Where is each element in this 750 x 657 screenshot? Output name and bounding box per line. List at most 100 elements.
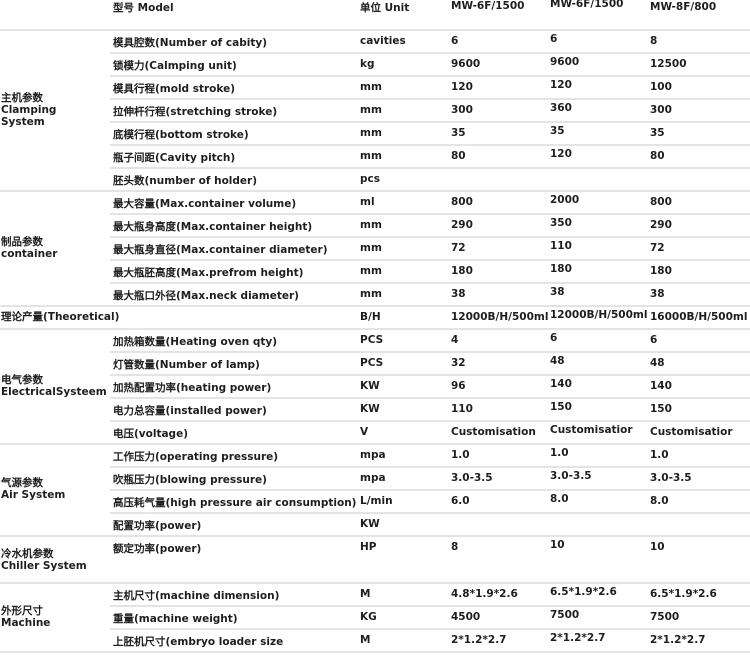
divider — [110, 397, 750, 399]
param-label: 额定功率(power) — [113, 543, 202, 555]
param-label: 上胚机尺寸(embryo loader size — [113, 636, 284, 648]
model-1-value: 2*1.2*2.7 — [451, 634, 507, 646]
header-model-1: MW-6F/1500 — [451, 0, 525, 12]
param-label: 模具行程(mold stroke) — [113, 83, 236, 95]
divider — [110, 75, 750, 77]
unit-value: B/H — [360, 311, 381, 323]
model-1-value: Customisation — [451, 426, 536, 438]
model-2-value: 8.0 — [550, 493, 569, 505]
unit-value: M — [360, 588, 371, 600]
divider — [110, 282, 750, 284]
unit-value: M — [360, 634, 371, 646]
param-label: 拉伸杆行程(stretching stroke) — [113, 106, 278, 118]
divider — [110, 144, 750, 146]
model-3-value: 1.0 — [650, 449, 669, 461]
header-model: 型号 Model — [113, 2, 174, 14]
unit-value: L/min — [360, 495, 393, 507]
model-1-value: 4 — [451, 334, 459, 346]
table-row: 最大瓶胚高度(Max.prefrom height) mm 180 180 180 — [0, 259, 750, 282]
divider — [0, 443, 750, 445]
model-3-value: 2*1.2*2.7 — [650, 634, 706, 646]
unit-value: PCS — [360, 357, 384, 369]
unit-value: mpa — [360, 472, 386, 484]
param-label: 工作压力(operating pressure) — [113, 451, 279, 463]
table-row: 模具腔数(Number of cabity) cavities 6 6 8 — [0, 29, 750, 52]
param-label: 加热箱数量(Heating oven qty) — [113, 336, 278, 348]
model-3-value: 12500 — [650, 58, 687, 70]
unit-value: KW — [360, 403, 380, 415]
unit-value: V — [360, 426, 369, 438]
divider — [110, 98, 750, 100]
header-model-3: MW-8F/800 — [650, 1, 717, 13]
divider — [110, 489, 750, 491]
param-label: 灯管数量(Number of lamp) — [113, 359, 260, 371]
model-3-value: 6.5*1.9*2.6 — [650, 588, 717, 600]
divider — [110, 52, 750, 54]
table-row: 加热箱数量(Heating oven qty) PCS 4 6 6 — [0, 328, 750, 351]
divider — [110, 213, 750, 215]
param-label: 胚头数(number of holder) — [113, 175, 258, 187]
unit-value: kg — [360, 58, 375, 70]
table-row: 最大瓶口外径(Max.neck diameter) mm 38 38 38 — [0, 282, 750, 305]
table-row: 高压耗气量(high pressure air consumption) L/mi… — [0, 489, 750, 512]
divider — [0, 305, 750, 307]
model-3-value: 10 — [650, 541, 665, 553]
table-row: 胚头数(number of holder) pcs — [0, 167, 750, 190]
model-3-value: 7500 — [650, 611, 680, 623]
param-label: 最大瓶口外径(Max.neck diameter) — [113, 290, 299, 302]
table-row: 电力总容量(installed power) KW 110 150 150 — [0, 397, 750, 420]
model-2-value: 35 — [550, 125, 565, 137]
unit-value: KW — [360, 380, 380, 392]
param-label: 主机尺寸(machine dimension) — [113, 590, 280, 602]
model-3-value: 6 — [650, 334, 658, 346]
table-row: 吹瓶压力(blowing pressure) mpa 3.0-3.5 3.0-3.5 3… — [0, 466, 750, 489]
table-row: 重量(machine weight) KG 4500 7500 7500 — [0, 605, 750, 628]
model-1-value: 120 — [451, 81, 473, 93]
unit-value: ml — [360, 196, 375, 208]
model-1-value: 3.0-3.5 — [451, 472, 493, 484]
model-3-value: 140 — [650, 380, 672, 392]
model-1-value: 300 — [451, 104, 473, 116]
model-3-value: 800 — [650, 196, 672, 208]
unit-value: mpa — [360, 449, 386, 461]
group-label: 电气参数 ElectricalSysteem — [1, 373, 107, 398]
unit-value: pcs — [360, 173, 380, 185]
model-3-value: 80 — [650, 150, 665, 162]
model-3-value: 48 — [650, 357, 665, 369]
model-1-value: 9600 — [451, 58, 481, 70]
divider — [110, 167, 750, 169]
model-1-value: 6 — [451, 35, 459, 47]
param-label: 最大瓶身高度(Max.container height) — [113, 221, 313, 233]
table-row: 瓶子间距(Cavity pitch) mm 80 120 80 — [0, 144, 750, 167]
model-3-value: 38 — [650, 288, 665, 300]
unit-value: mm — [360, 150, 382, 162]
divider — [0, 328, 750, 330]
model-2-value: 12000B/H/500ml — [550, 309, 648, 321]
model-1-value: 4.8*1.9*2.6 — [451, 588, 518, 600]
table-row: B/H 12000B/H/500ml 12000B/H/500ml 16000B/H/… — [0, 305, 750, 328]
model-2-value: 2000 — [550, 194, 580, 206]
divider — [110, 121, 750, 123]
model-3-value: 8.0 — [650, 495, 669, 507]
model-1-value: 290 — [451, 219, 473, 231]
param-label: 最大瓶胚高度(Max.prefrom height) — [113, 267, 304, 279]
unit-value: mm — [360, 127, 382, 139]
param-label: 配置功率(power) — [113, 520, 202, 532]
table-row: 模具行程(mold stroke) mm 120 120 100 — [0, 75, 750, 98]
model-3-value: 300 — [650, 104, 672, 116]
divider — [110, 236, 750, 238]
table-row: 电压(voltage) V Customisation Customisatior Cu… — [0, 420, 750, 443]
model-2-value: 7500 — [550, 609, 580, 621]
model-1-value: 6.0 — [451, 495, 470, 507]
table-row: 工作压力(operating pressure) mpa 1.0 1.0 1.0 — [0, 443, 750, 466]
model-1-value: 38 — [451, 288, 466, 300]
divider — [0, 651, 750, 653]
group-label: 外形尺寸 Machine — [1, 604, 51, 629]
param-label: 底模行程(bottom stroke) — [113, 129, 249, 141]
model-2-value: 48 — [550, 355, 565, 367]
unit-value: mm — [360, 81, 382, 93]
model-2-value: 1.0 — [550, 447, 569, 459]
divider — [110, 466, 750, 468]
model-3-value: 16000B/H/500ml — [650, 311, 748, 323]
param-label: 电力总容量(installed power) — [113, 405, 267, 417]
